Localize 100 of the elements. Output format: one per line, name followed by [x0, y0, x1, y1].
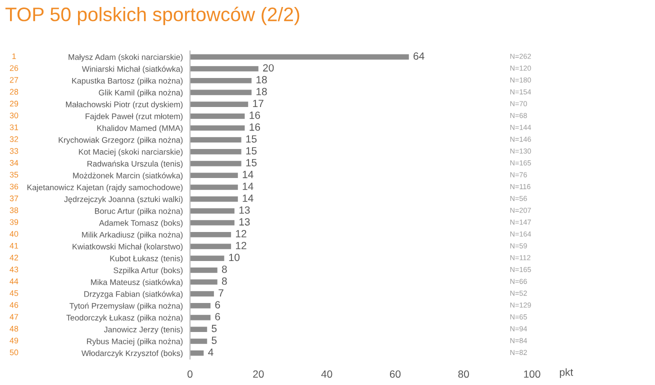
y-tick-label: Krychowiak Grzegorz (piłka nożna) [58, 136, 183, 144]
y-tick-label: Adamek Tomasz (boks) [99, 220, 183, 228]
text: 44 [10, 278, 18, 284]
data-label: 7 [218, 289, 224, 297]
x-tick-label: 40 [321, 370, 332, 378]
bar [190, 220, 234, 226]
data-label: 8 [222, 266, 227, 273]
data-label: 18 [256, 76, 267, 84]
y-tick-label: Khalidov Mamed (MMA) [97, 125, 183, 133]
data-label: 14 [242, 170, 254, 178]
data-label: 17 [253, 100, 264, 107]
text: 32 [10, 136, 18, 142]
y-tick-label: Kwiatkowski Michał (kolarstwo) [72, 244, 183, 252]
bar [190, 54, 409, 60]
text: 29 [10, 100, 18, 106]
text: 35 [10, 172, 18, 178]
bar [190, 256, 224, 261]
data-label: 15 [246, 135, 257, 143]
data-label: 16 [250, 112, 260, 119]
data-label: 64 [414, 52, 424, 60]
y-tick-label: Milik Arkadiusz (piłka nożna) [82, 232, 183, 240]
y-tick-label: Kubot Łukasz (tenis) [110, 255, 183, 263]
x-tick-label: 20 [253, 370, 264, 378]
data-label: 16 [250, 123, 260, 131]
y-tick-label: Możdżonek Marcin (siatkówka) [73, 172, 183, 180]
data-label: 8 [222, 277, 227, 285]
text: 47 [10, 314, 18, 320]
text: 28 [10, 88, 18, 95]
text: 41 [10, 243, 18, 249]
text: 40 [10, 231, 18, 237]
bar [190, 184, 238, 190]
bar [190, 149, 242, 154]
data-label: 5 [212, 324, 217, 332]
data-label: 5 [212, 336, 217, 344]
y-tick-label: Szpilka Artur (boks) [114, 267, 183, 275]
bar [190, 291, 214, 297]
text: 36 [10, 184, 18, 190]
text: 50 [10, 350, 18, 356]
text: 49 [10, 338, 18, 344]
bar [190, 160, 242, 166]
bar [190, 232, 232, 238]
y-tick-label: Jędrzejczyk Joanna (sztuki walki) [64, 196, 183, 204]
bar [190, 326, 208, 332]
text: 38 [10, 207, 18, 214]
data-label: 18 [256, 88, 267, 96]
text: 30 [10, 112, 18, 118]
y-tick-label: Małysz Adam (skoki narciarskie) [68, 54, 183, 62]
data-label: 14 [242, 182, 254, 190]
bar [190, 102, 248, 107]
x-tick-label: 100 [524, 370, 540, 378]
bar [190, 137, 242, 143]
data-label: 15 [246, 159, 257, 166]
y-tick-label: Teodorczyk Łukasz (piłka nożna) [66, 314, 183, 322]
y-tick-label: Mika Mateusz (siatkówka) [91, 279, 183, 287]
y-tick-label: Kapustka Bartosz (piłka nożna) [72, 78, 183, 86]
text: 37 [10, 196, 18, 202]
bar [190, 66, 258, 72]
text: 39 [10, 219, 18, 225]
text: 45 [10, 290, 18, 296]
data-label: 10 [229, 254, 240, 262]
text: 26 [10, 65, 18, 71]
text: 1 [12, 53, 16, 60]
text: 48 [10, 326, 18, 332]
data-label: 6 [215, 301, 220, 308]
text: 43 [10, 266, 18, 272]
text: 27 [10, 77, 18, 83]
bar [190, 78, 252, 84]
x-tick-label: 0 [188, 370, 192, 378]
y-tick-label: Małachowski Piotr (rzut dyskiem) [66, 101, 183, 109]
data-label: 13 [239, 206, 250, 214]
text: 46 [10, 302, 18, 308]
text: 34 [10, 160, 18, 166]
x-axis-title: pkt [560, 368, 574, 378]
data-label: 12 [236, 230, 246, 238]
bar [190, 314, 211, 320]
y-tick-label: Drzyzga Fabian (siatkówka) [84, 290, 183, 298]
y-tick-label: Fajdek Paweł (rzut młotem) [86, 113, 183, 121]
data-label: 14 [242, 194, 254, 202]
bar [190, 90, 252, 96]
y-tick-label: Glik Kamil (piłka nożna) [98, 90, 183, 98]
x-tick-label: 60 [390, 370, 401, 378]
bar [190, 244, 232, 250]
data-label: 4 [208, 348, 214, 356]
bar [190, 338, 208, 344]
bar [190, 279, 218, 285]
y-tick-label: Boruc Artur (piłka nożna) [95, 208, 183, 216]
data-label: 13 [239, 218, 250, 226]
y-tick-label: Kajetanowicz Kajetan (rajdy samochodowe) [27, 184, 183, 192]
y-tick-label: Radwańska Urszula (tenis) [87, 160, 183, 168]
y-tick-label: Rybus Maciej (piłka nożna) [87, 338, 183, 346]
bar [190, 208, 234, 214]
bar [190, 125, 245, 131]
data-label: 15 [246, 147, 257, 154]
x-tick-label: 80 [458, 370, 469, 378]
bar [190, 172, 238, 178]
y-tick-label: Włodarczyk Krzysztof (boks) [81, 350, 183, 358]
chart-title: TOP 50 polskich sportowców (2/2) [5, 6, 300, 26]
data-label: 12 [236, 242, 246, 250]
y-tick-label: Winiarski Michał (siatkówka) [82, 66, 183, 74]
y-tick-label: Tytoń Przemysław (piłka nożna) [70, 302, 183, 310]
